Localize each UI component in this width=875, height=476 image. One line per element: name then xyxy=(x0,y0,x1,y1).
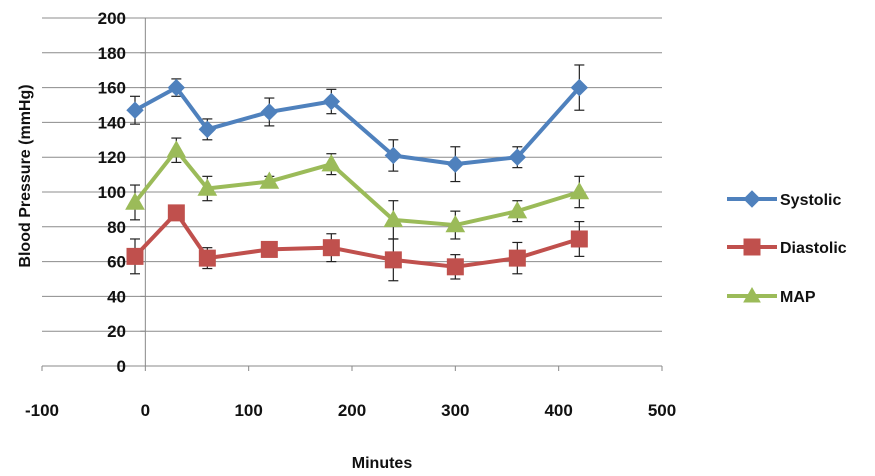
data-point xyxy=(167,78,186,97)
data-point xyxy=(198,120,217,139)
data-point xyxy=(260,103,279,121)
x-axis-title: Minutes xyxy=(352,455,413,472)
legend-marker xyxy=(743,286,761,303)
series-map xyxy=(125,137,590,240)
legend-marker xyxy=(743,238,761,256)
data-point xyxy=(126,247,144,265)
series-line xyxy=(134,85,581,167)
series xyxy=(125,64,590,282)
y-tick-label: 160 xyxy=(98,79,126,98)
data-point xyxy=(260,240,278,258)
data-point xyxy=(446,155,465,173)
data-point xyxy=(508,249,526,267)
x-tick-label: 400 xyxy=(544,401,572,420)
data-point xyxy=(445,215,466,233)
data-point xyxy=(322,92,341,111)
y-tick-label: 100 xyxy=(98,183,126,202)
data-point xyxy=(570,230,588,248)
data-point xyxy=(197,178,218,196)
data-point xyxy=(321,154,342,172)
legend-item-map: MAP xyxy=(727,286,816,306)
data-point xyxy=(507,201,528,219)
y-tick-label: 0 xyxy=(117,357,126,376)
x-tick-label: 300 xyxy=(441,401,469,420)
y-tick-label: 60 xyxy=(107,253,126,272)
x-tick-label: 100 xyxy=(234,401,262,420)
data-point xyxy=(384,251,402,269)
series-diastolic xyxy=(126,204,588,282)
y-tick-label: 20 xyxy=(107,322,126,341)
data-point xyxy=(167,204,185,222)
data-point xyxy=(384,146,403,165)
data-point xyxy=(125,192,145,210)
x-tick-label: -100 xyxy=(25,401,59,420)
data-point xyxy=(446,258,464,276)
data-point xyxy=(508,148,527,166)
data-point xyxy=(126,101,144,119)
legend: Systolic Diastolic MAP xyxy=(727,190,847,306)
legend-marker xyxy=(743,190,761,208)
data-point xyxy=(166,140,187,158)
x-tick-label: 200 xyxy=(338,401,366,420)
legend-label: MAP xyxy=(780,289,816,306)
y-tick-label: 40 xyxy=(107,287,126,306)
data-point xyxy=(322,239,340,257)
y-tick-label: 180 xyxy=(98,44,126,63)
data-point xyxy=(570,78,589,97)
y-tick-label: 200 xyxy=(98,9,126,28)
series-systolic xyxy=(126,64,589,183)
data-point xyxy=(569,181,590,200)
y-tick-label: 80 xyxy=(107,218,126,237)
legend-item-diastolic: Diastolic xyxy=(727,238,847,257)
legend-label: Diastolic xyxy=(780,240,847,257)
legend-item-systolic: Systolic xyxy=(727,190,841,209)
y-tick-label: 120 xyxy=(98,148,126,167)
y-axis-title: Blood Pressure (mmHg) xyxy=(17,84,34,267)
x-tick-label: 0 xyxy=(141,401,150,420)
legend-label: Systolic xyxy=(780,192,841,209)
y-tick-label: 140 xyxy=(98,113,126,132)
tick-labels: 0 20 40 60 80 100 120 140 160 180 200 -100 0 100 200 30… xyxy=(25,9,676,420)
data-point xyxy=(383,209,404,228)
data-point xyxy=(198,249,216,267)
x-tick-label: 500 xyxy=(648,401,676,420)
data-point xyxy=(259,171,280,189)
